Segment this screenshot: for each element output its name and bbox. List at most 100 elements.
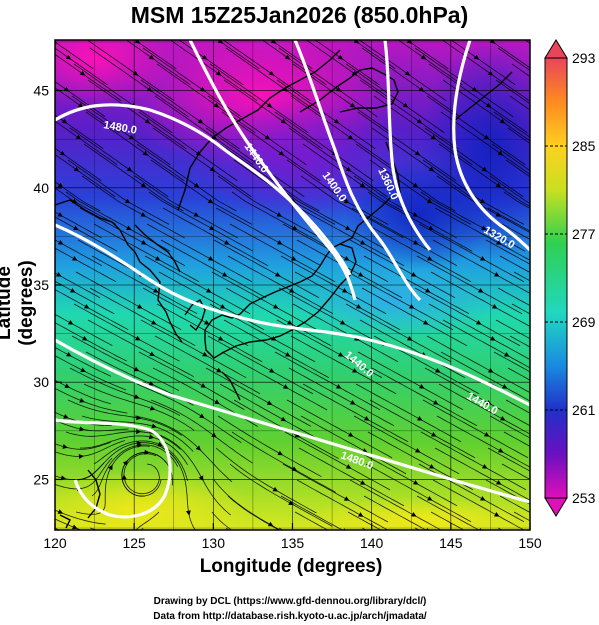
streamline-arrow bbox=[62, 444, 68, 449]
streamline-arrow bbox=[481, 225, 487, 231]
streamline bbox=[365, 463, 472, 523]
streamline-arrow bbox=[108, 464, 113, 471]
streamline-arrow bbox=[284, 54, 291, 60]
streamline bbox=[93, 440, 188, 482]
streamline-arrow bbox=[356, 304, 362, 309]
colorbar-label: 253 bbox=[572, 490, 596, 506]
credit-data: Data from http://database.rish.kyoto-u.a… bbox=[153, 611, 427, 622]
x-axis-label: Longitude (degrees) bbox=[199, 556, 383, 577]
streamline-arrow bbox=[351, 70, 358, 76]
streamline bbox=[489, 40, 530, 69]
streamline-arrow bbox=[75, 134, 82, 140]
x-tick-label: 150 bbox=[518, 535, 542, 551]
streamline bbox=[293, 544, 398, 602]
streamline-arrow bbox=[58, 240, 64, 245]
streamline-arrow bbox=[78, 454, 84, 459]
streamline-arrow bbox=[149, 405, 156, 411]
streamline bbox=[136, 383, 242, 444]
streamline bbox=[156, 303, 263, 363]
streamline bbox=[436, 415, 530, 468]
streamline-arrow bbox=[344, 256, 350, 261]
streamline bbox=[416, 495, 480, 530]
streamline-arrow bbox=[268, 70, 275, 76]
streamline bbox=[89, 47, 189, 118]
streamline bbox=[205, 127, 305, 198]
streamline-arrow bbox=[272, 486, 279, 492]
streamline bbox=[123, 453, 160, 495]
streamline-arrow bbox=[148, 381, 155, 386]
streamline-arrow bbox=[197, 118, 204, 124]
streamline bbox=[146, 223, 253, 283]
streamline-arrow bbox=[266, 400, 273, 405]
streamline-arrow bbox=[483, 134, 490, 140]
streamline-arrow bbox=[407, 576, 413, 581]
streamline bbox=[69, 127, 169, 198]
contour-1400 bbox=[293, 40, 422, 302]
streamline-arrow bbox=[86, 541, 92, 546]
streamline-arrow bbox=[414, 150, 421, 156]
streamline-arrow bbox=[573, 336, 579, 341]
streamline-arrow bbox=[57, 182, 64, 188]
streamline-arrow bbox=[141, 240, 147, 245]
streamline-arrow bbox=[126, 166, 133, 172]
streamline-arrow bbox=[136, 429, 142, 435]
streamline-arrow bbox=[213, 102, 220, 108]
streamline-arrow bbox=[79, 426, 85, 432]
streamline bbox=[152, 127, 252, 198]
streamline bbox=[140, 319, 247, 379]
streamline bbox=[440, 111, 530, 175]
streamline-arrow bbox=[269, 579, 275, 584]
streamline bbox=[420, 191, 526, 252]
streamline-arrow bbox=[60, 475, 67, 481]
streamline-arrow bbox=[478, 288, 484, 293]
streamline-arrow bbox=[428, 166, 435, 172]
streamline bbox=[225, 287, 332, 347]
streamline bbox=[414, 47, 514, 118]
streamline bbox=[55, 387, 128, 414]
streamline-arrow bbox=[280, 416, 287, 422]
streamline bbox=[497, 47, 530, 71]
streamline-arrow bbox=[142, 150, 149, 156]
streamline-arrow bbox=[65, 54, 72, 60]
streamline-arrow bbox=[349, 102, 356, 108]
streamline-arrow bbox=[185, 510, 191, 516]
streamline bbox=[69, 367, 181, 416]
streamline bbox=[138, 111, 238, 182]
streamline-arrow bbox=[222, 272, 228, 277]
streamline-arrow bbox=[148, 54, 155, 60]
streamline bbox=[55, 441, 111, 450]
streamline-arrow bbox=[66, 351, 72, 357]
streamline bbox=[55, 272, 101, 299]
streamline-arrow bbox=[345, 464, 352, 469]
streamline-arrow bbox=[264, 134, 271, 140]
streamline bbox=[288, 367, 395, 427]
streamline-arrow bbox=[128, 134, 135, 140]
streamline bbox=[438, 383, 530, 435]
streamline bbox=[162, 207, 269, 267]
streamline-arrow bbox=[502, 384, 508, 389]
streamline bbox=[67, 159, 170, 225]
streamline bbox=[429, 544, 534, 602]
credit-drawing: Drawing by DCL (https://www.gfd-dennou.o… bbox=[153, 596, 427, 607]
streamline bbox=[55, 509, 106, 525]
streamline bbox=[491, 143, 530, 172]
x-tick-label: 125 bbox=[122, 535, 146, 551]
streamline bbox=[363, 495, 427, 530]
streamline-arrow bbox=[289, 288, 295, 293]
streamline bbox=[154, 95, 254, 166]
streamline-arrow bbox=[121, 474, 127, 480]
streamline-arrow bbox=[202, 351, 208, 357]
streamline bbox=[298, 447, 405, 507]
streamline bbox=[222, 40, 311, 102]
streamline bbox=[428, 303, 530, 361]
streamline bbox=[294, 271, 401, 331]
streamline bbox=[148, 191, 254, 252]
streamline-arrow bbox=[133, 366, 140, 372]
streamline bbox=[371, 127, 471, 198]
streamline bbox=[418, 223, 525, 283]
streamline bbox=[347, 511, 382, 530]
streamline bbox=[302, 143, 403, 212]
streamline-arrow bbox=[126, 225, 132, 231]
streamline bbox=[217, 415, 322, 478]
streamline-arrow bbox=[337, 54, 344, 60]
